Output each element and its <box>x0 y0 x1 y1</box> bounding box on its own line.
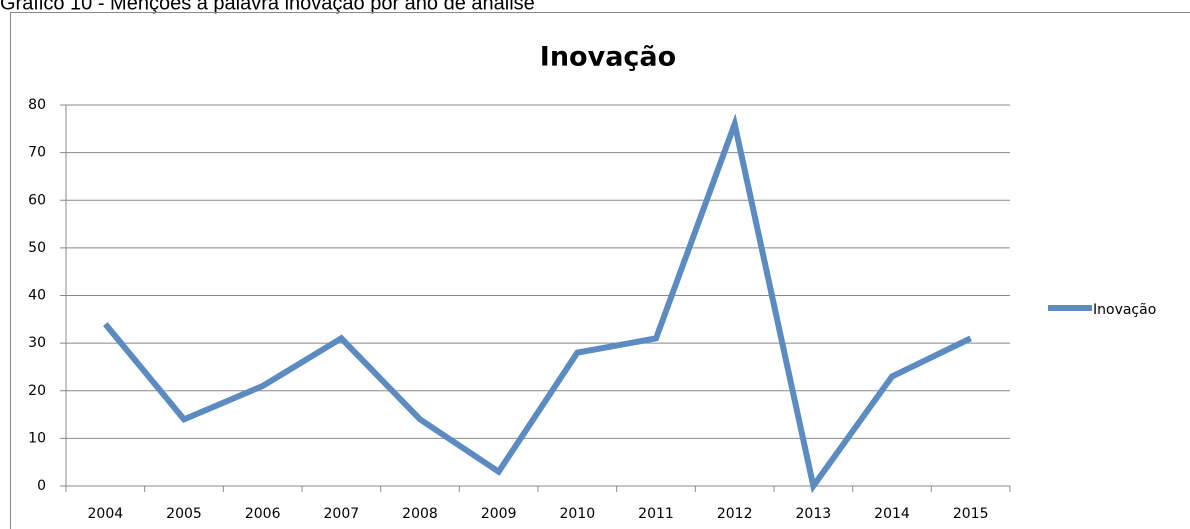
x-tick-label: 2006 <box>245 506 281 522</box>
y-tick-label: 70 <box>28 145 46 161</box>
x-tick-label: 2007 <box>324 506 360 522</box>
x-tick-label: 2010 <box>560 506 596 522</box>
x-tick-label: 2004 <box>88 506 124 522</box>
line-series <box>103 113 972 494</box>
x-tick-label: 2013 <box>796 506 832 522</box>
y-tick-label: 20 <box>28 383 46 399</box>
caption: Gráfico 10 - Menções à palavra inovação … <box>0 0 535 14</box>
y-tick-label: 0 <box>37 478 46 494</box>
legend-label: Inovação <box>1093 302 1156 318</box>
x-tick-label: 2015 <box>953 506 989 522</box>
y-tick-label: 40 <box>28 288 46 304</box>
y-tick-label: 10 <box>28 430 46 446</box>
x-tick-label: 2005 <box>166 506 202 522</box>
y-tick-label: 50 <box>28 240 46 256</box>
y-tick-label: 80 <box>28 97 46 113</box>
x-tick-label: 2014 <box>874 506 910 522</box>
x-tick-label: 2008 <box>402 506 438 522</box>
chart-frame <box>10 12 1190 529</box>
y-tick-label: 30 <box>28 335 46 351</box>
x-tick-label: 2009 <box>481 506 517 522</box>
x-tick-label: 2012 <box>717 506 753 522</box>
y-tick-label: 60 <box>28 192 46 208</box>
chart-title: Inovação <box>540 42 676 73</box>
x-tick-label: 2011 <box>638 506 674 522</box>
